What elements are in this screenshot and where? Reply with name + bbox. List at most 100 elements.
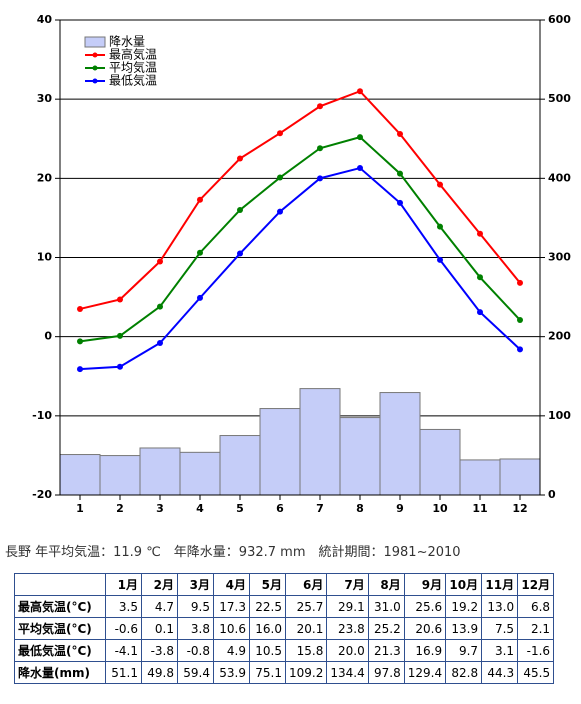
x-tick-label: 8 bbox=[356, 502, 364, 515]
point bbox=[397, 170, 403, 177]
table-row: 最高気温(°C) 3.5 4.7 9.5 17.3 22.5 25.7 29.1 31.0 25.… bbox=[14, 595, 555, 618]
cell: 134.4 bbox=[326, 661, 369, 684]
cell: 75.1 bbox=[249, 661, 286, 684]
cell: 109.2 bbox=[284, 661, 328, 684]
x-tick-label: 1 bbox=[76, 502, 84, 515]
y-tick-label: 0 bbox=[44, 330, 52, 343]
bar bbox=[379, 392, 421, 496]
summary: 長野 年平均気温：11.9 ℃ 年降水量：932.7 mm 統計期間：1981~… bbox=[5, 545, 461, 560]
point bbox=[197, 249, 203, 256]
bar bbox=[139, 447, 181, 496]
row-label: 最低気温(°C) bbox=[14, 639, 106, 662]
point bbox=[477, 309, 483, 316]
y2-tick-label: 400 bbox=[548, 171, 571, 184]
point bbox=[477, 230, 483, 237]
y-tick-label: -10 bbox=[32, 409, 52, 422]
header-cell: 1月 bbox=[105, 573, 142, 596]
x-tick-label: 2 bbox=[116, 502, 124, 515]
bar bbox=[419, 428, 461, 496]
header-cell: 6月 bbox=[284, 573, 328, 596]
cell: 25.6 bbox=[403, 595, 447, 618]
cell: -1.6 bbox=[517, 639, 555, 662]
point bbox=[77, 338, 83, 345]
legend-label: 降水量 bbox=[109, 35, 145, 49]
point bbox=[117, 296, 123, 303]
cell: 31.0 bbox=[367, 595, 405, 618]
cell: 15.8 bbox=[284, 639, 328, 662]
point bbox=[157, 258, 163, 265]
data-table: 1月 2月 3月 4月 5月 6月 7月 8月 9月 10月 11月 12月 最高気温(°C) 3.5 4.… bbox=[14, 573, 555, 684]
x-tick-label: 4 bbox=[196, 502, 204, 515]
row-label: 平均気温(°C) bbox=[14, 617, 106, 640]
line bbox=[79, 90, 521, 310]
cell: 25.2 bbox=[367, 617, 405, 640]
x-tick-label: 12 bbox=[512, 502, 527, 515]
cell: 6.8 bbox=[517, 595, 555, 618]
point bbox=[77, 305, 83, 312]
y-tick-label: -20 bbox=[32, 488, 52, 501]
cell: 9.5 bbox=[177, 595, 214, 618]
line bbox=[79, 166, 521, 371]
cell: 10.6 bbox=[213, 617, 250, 640]
plot-frame bbox=[59, 19, 541, 496]
cell: 21.3 bbox=[367, 639, 405, 662]
point bbox=[517, 317, 523, 324]
legend-dot bbox=[92, 65, 98, 71]
table-row: 平均気温(°C) -0.6 0.1 3.8 10.6 16.0 20.1 23.8 25.2 20… bbox=[14, 617, 555, 640]
cell: 51.1 bbox=[105, 661, 142, 684]
header-cell: 5月 bbox=[249, 573, 286, 596]
cell: 53.9 bbox=[213, 661, 250, 684]
point bbox=[277, 174, 283, 181]
x-tick-label: 9 bbox=[396, 502, 404, 515]
bar bbox=[99, 455, 141, 496]
x-tick-label: 6 bbox=[276, 502, 284, 515]
point bbox=[357, 88, 363, 95]
row-label: 最高気温(°C) bbox=[14, 595, 106, 618]
point bbox=[437, 223, 443, 230]
point bbox=[397, 131, 403, 137]
y-tick-label: 30 bbox=[37, 92, 53, 105]
cell: 10.5 bbox=[249, 639, 286, 662]
legend-dot bbox=[92, 78, 98, 84]
cell: -3.8 bbox=[141, 639, 178, 662]
cell: 0.1 bbox=[141, 617, 178, 640]
cell: 3.8 bbox=[177, 617, 214, 640]
cell: 13.0 bbox=[481, 595, 519, 618]
cell: 7.5 bbox=[481, 617, 519, 640]
cell: 59.4 bbox=[177, 661, 214, 684]
bar bbox=[499, 458, 541, 496]
x-tick-label: 7 bbox=[316, 502, 324, 515]
point bbox=[237, 250, 243, 257]
cell: 3.5 bbox=[105, 595, 142, 618]
cell: 20.6 bbox=[403, 617, 447, 640]
cell: -4.1 bbox=[105, 639, 142, 662]
point bbox=[317, 145, 323, 152]
point bbox=[437, 256, 443, 263]
y2-tick-label: 300 bbox=[548, 251, 571, 264]
cell: 19.2 bbox=[445, 595, 483, 618]
cell: 29.1 bbox=[326, 595, 369, 618]
point bbox=[317, 175, 323, 182]
y2-tick-label: 0 bbox=[548, 488, 556, 501]
x-tick-label: 5 bbox=[236, 502, 244, 515]
point bbox=[157, 340, 163, 346]
cell: 20.1 bbox=[284, 617, 328, 640]
y2-tick-label: 200 bbox=[548, 330, 571, 343]
bar bbox=[219, 435, 261, 496]
legend-label: 平均気温 bbox=[109, 60, 157, 75]
cell: 22.5 bbox=[249, 595, 286, 618]
point bbox=[197, 196, 203, 203]
point bbox=[277, 208, 283, 215]
legend-swatch bbox=[84, 36, 106, 48]
cell: 82.8 bbox=[445, 661, 483, 684]
point bbox=[237, 155, 243, 162]
point bbox=[357, 134, 363, 141]
header-cell: 7月 bbox=[326, 573, 369, 596]
point bbox=[477, 274, 483, 281]
cell: 4.9 bbox=[213, 639, 250, 662]
x-tick-label: 3 bbox=[156, 502, 164, 515]
bar bbox=[179, 451, 221, 496]
point bbox=[277, 130, 283, 137]
y2-tick-label: 500 bbox=[548, 92, 571, 105]
